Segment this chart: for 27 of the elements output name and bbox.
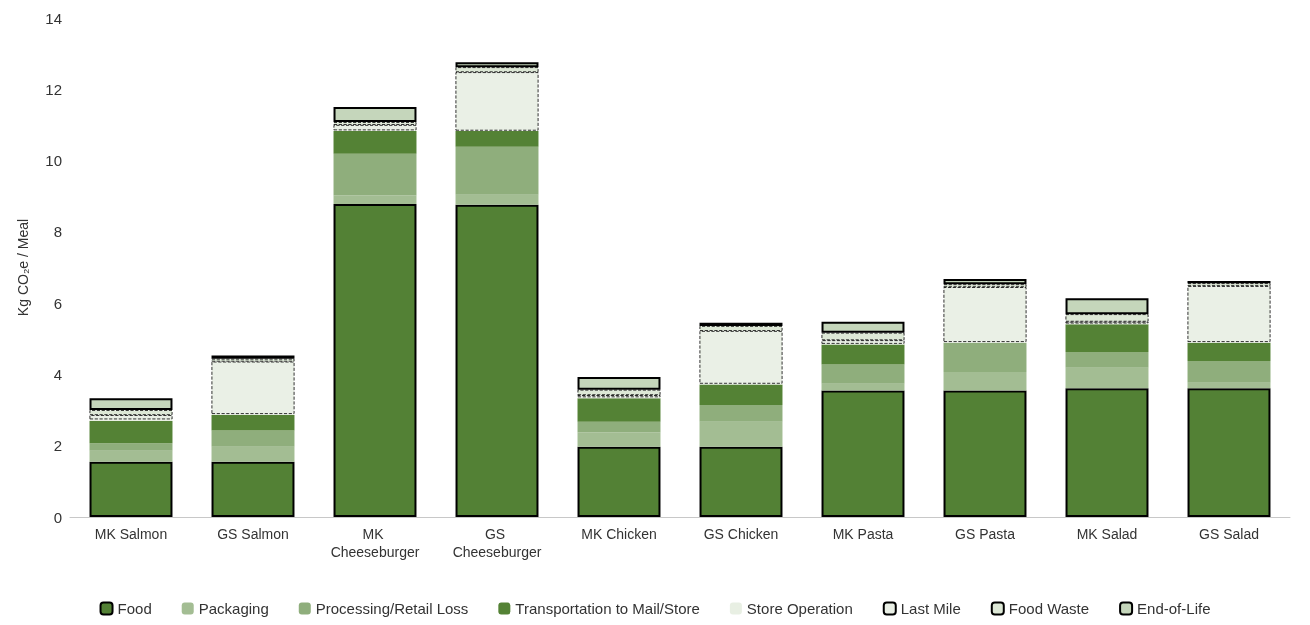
x-tick-label: GS Salad (1199, 526, 1259, 542)
x-tick-label: GS Cheeseburger (452, 526, 542, 560)
y-tick-label: 12 (45, 80, 62, 98)
x-tick-label: MK Cheeseburger (330, 526, 420, 560)
legend-label: End-of-Life (1137, 600, 1211, 617)
legend-label: Last Mile (900, 600, 961, 617)
y-tick-label: 14 (45, 9, 62, 27)
y-tick-label: 8 (53, 223, 62, 241)
legend-label: Store Operation (746, 600, 853, 617)
legend-label: Food (117, 600, 152, 617)
x-tick-label: MK Salad (1076, 526, 1138, 542)
legend-label: Processing/Retail Loss (315, 600, 469, 617)
y-tick-label: 0 (53, 508, 62, 526)
x-tick-label: GS Chicken (703, 526, 779, 542)
legend-label: Packaging (198, 600, 269, 617)
y-axis-title: Kg CO₂e / Meal (15, 218, 31, 317)
legend-label: Transportation to Mail/Store (515, 600, 700, 617)
x-tick-label: MK Pasta (832, 526, 894, 542)
y-tick-label: 10 (45, 152, 62, 170)
y-tick-label: 6 (53, 294, 62, 312)
x-tick-label: GS Salmon (217, 526, 289, 542)
y-tick-label: 4 (53, 365, 62, 383)
x-tick-label: GS Pasta (955, 526, 1016, 542)
y-tick-label: 2 (53, 437, 62, 455)
x-tick-label: MK Salmon (94, 526, 168, 542)
x-tick-label: MK Chicken (581, 526, 657, 542)
legend-label: Food Waste (1008, 600, 1090, 617)
